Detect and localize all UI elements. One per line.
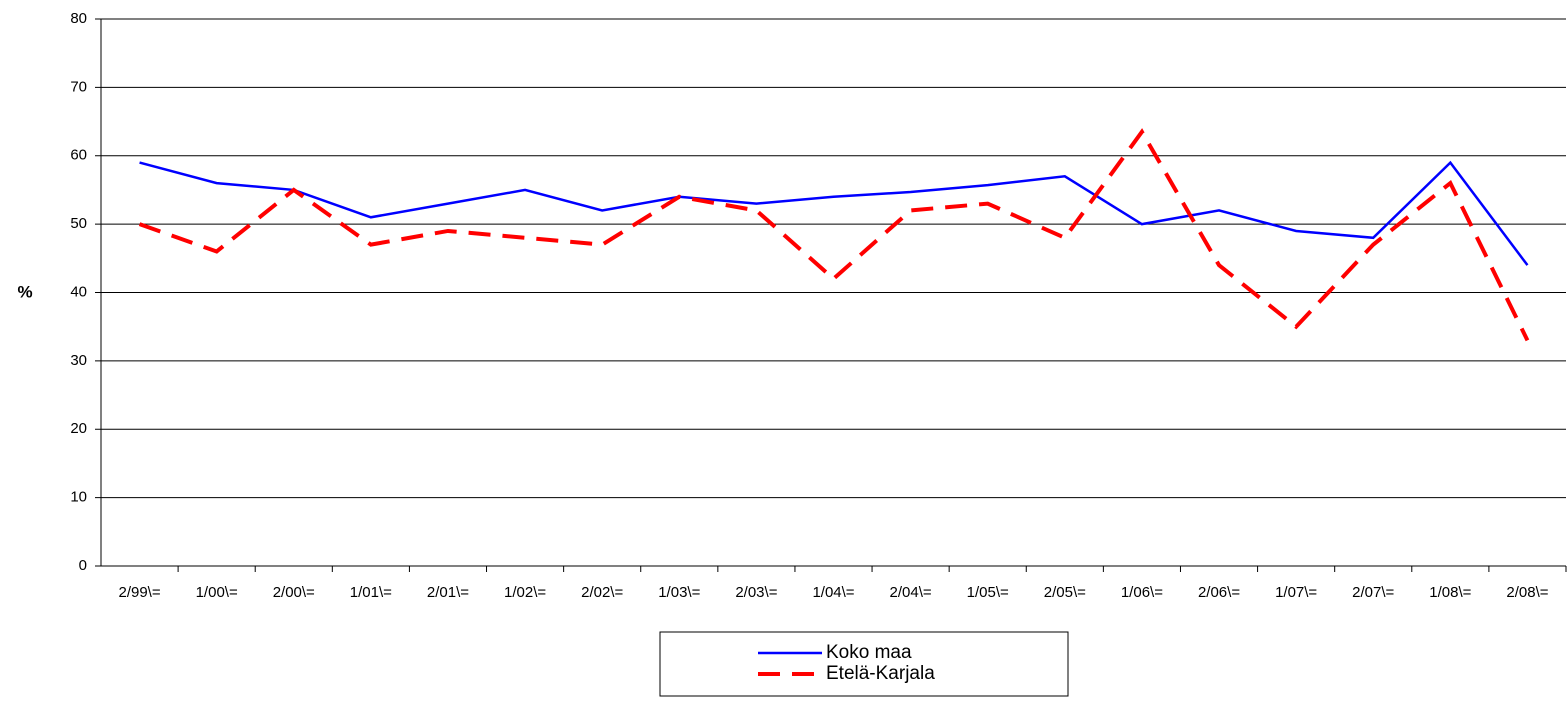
legend-label: Koko maa bbox=[826, 642, 912, 663]
x-tick-label: 2/07\= bbox=[1352, 584, 1394, 601]
x-tick-label: 1/08\= bbox=[1429, 584, 1471, 601]
y-tick-label: 10 bbox=[70, 489, 87, 506]
x-tick-label: 2/00\= bbox=[273, 584, 315, 601]
y-tick-label: 60 bbox=[70, 147, 87, 164]
x-tick-label: 1/02\= bbox=[504, 584, 546, 601]
x-tick-label: 2/05\= bbox=[1044, 584, 1086, 601]
series-line bbox=[138, 128, 1530, 342]
x-tick-label: 2/04\= bbox=[890, 584, 932, 601]
x-tick-label: 2/06\= bbox=[1198, 584, 1240, 601]
x-tick-label: 1/01\= bbox=[350, 584, 392, 601]
y-tick-label: 40 bbox=[70, 283, 87, 300]
x-tick-label: 2/01\= bbox=[427, 584, 469, 601]
legend-box bbox=[659, 631, 1069, 697]
x-tick-label: 1/05\= bbox=[967, 584, 1009, 601]
y-tick-label: 20 bbox=[70, 420, 87, 437]
series-line bbox=[139, 160, 1529, 266]
x-tick-label: 2/02\= bbox=[581, 584, 623, 601]
y-tick-label: 0 bbox=[79, 557, 87, 574]
y-tick-label: 70 bbox=[70, 78, 87, 95]
x-tick-label: 1/03\= bbox=[658, 584, 700, 601]
y-tick-label: 80 bbox=[70, 10, 87, 27]
legend-label: Etelä-Karjala bbox=[826, 663, 935, 684]
x-tick-label: 2/03\= bbox=[735, 584, 777, 601]
x-tick-label: 1/06\= bbox=[1121, 584, 1163, 601]
x-tick-label: 2/99\= bbox=[118, 584, 160, 601]
x-tick-label: 1/00\= bbox=[196, 584, 238, 601]
x-tick-label: 1/07\= bbox=[1275, 584, 1317, 601]
y-tick-label: 50 bbox=[70, 215, 87, 232]
x-tick-label: 2/08\= bbox=[1506, 584, 1548, 601]
y-tick-label: 30 bbox=[70, 352, 87, 369]
x-tick-label: 1/04\= bbox=[812, 584, 854, 601]
y-axis-label: % bbox=[17, 282, 32, 301]
